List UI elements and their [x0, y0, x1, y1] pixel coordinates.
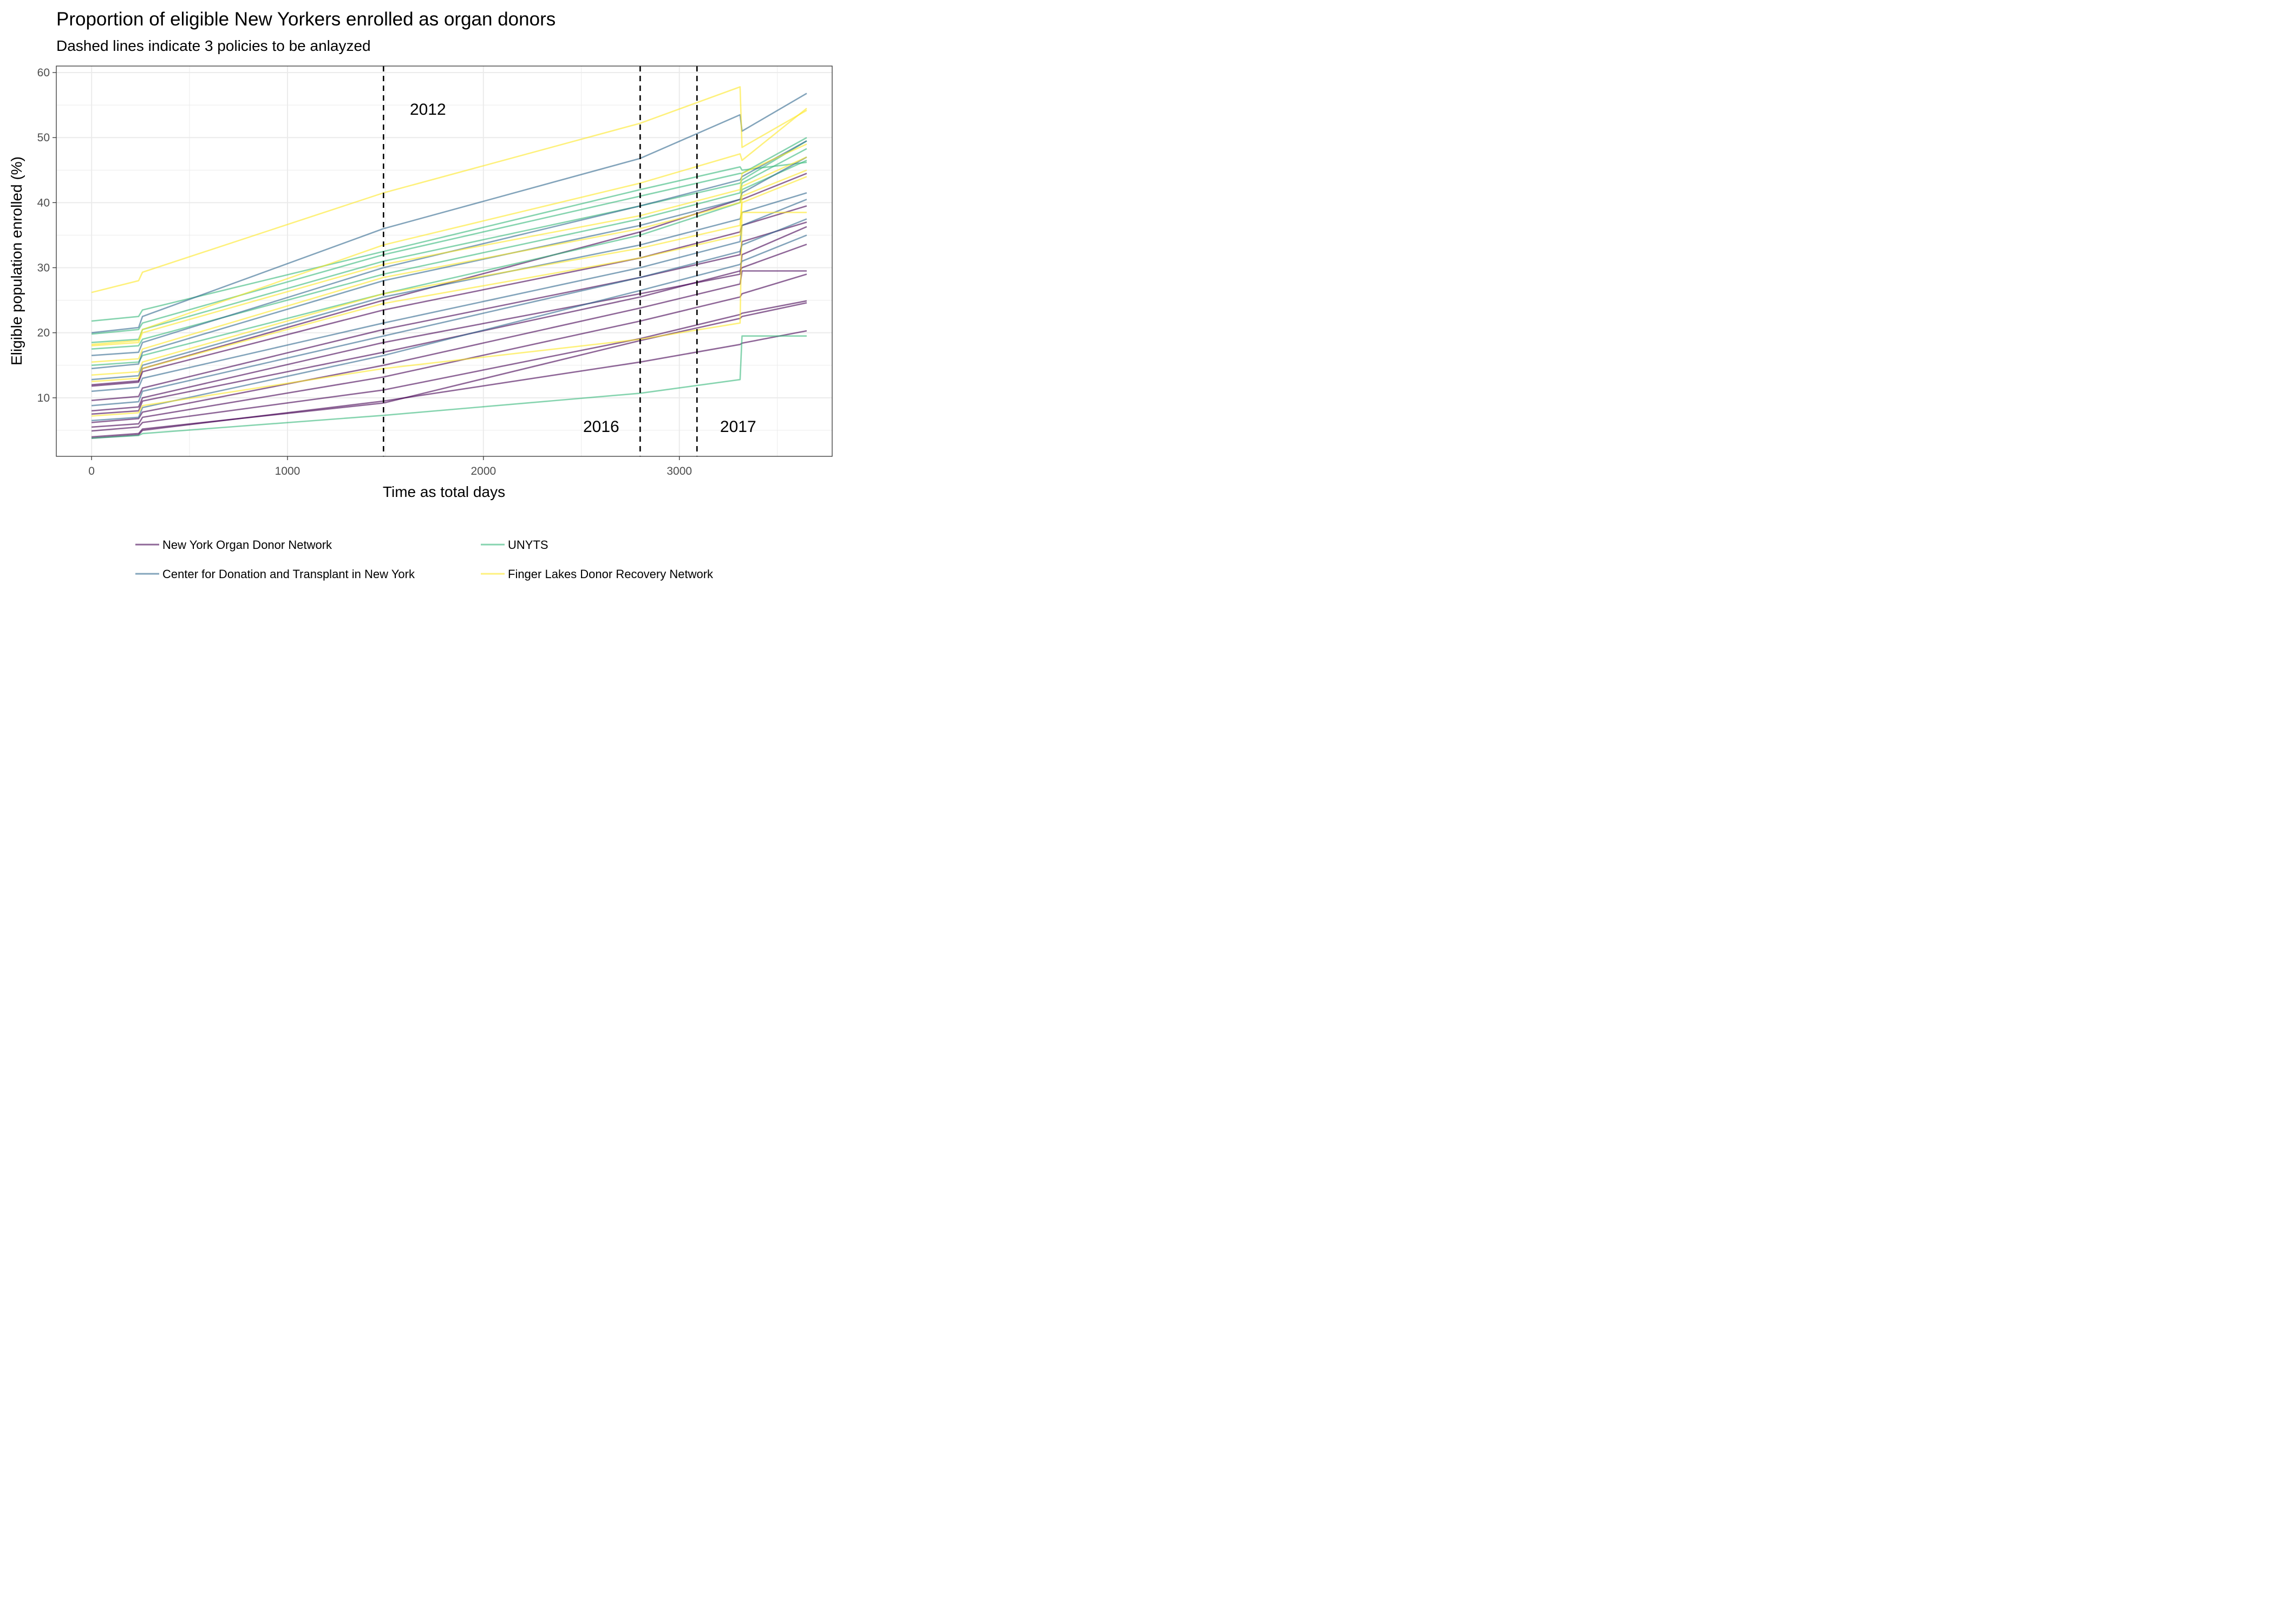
y-tick-label: 30	[37, 262, 50, 274]
chart-title: Proportion of eligible New Yorkers enrol…	[56, 9, 556, 30]
policy-lines: 2012 2016 2017	[383, 66, 756, 456]
series-line	[91, 108, 807, 345]
legend-item: New York Organ Donor Network	[135, 538, 332, 552]
legend-item: Center for Donation and Transplant in Ne…	[135, 567, 415, 581]
y-tick-label: 50	[37, 132, 50, 144]
legend-label: New York Organ Donor Network	[162, 538, 332, 552]
series-line	[91, 86, 807, 293]
legend-label: Center for Donation and Transplant in Ne…	[162, 567, 415, 581]
x-tick-label: 2000	[471, 465, 496, 477]
legend-label: Finger Lakes Donor Recovery Network	[508, 567, 714, 581]
series-line	[92, 148, 807, 350]
x-axis-title: Time as total days	[383, 483, 505, 500]
series-line	[92, 273, 807, 428]
series-line	[91, 161, 807, 322]
series-line	[91, 300, 807, 432]
legend-item: UNYTS	[481, 538, 548, 552]
y-tick-label: 40	[37, 197, 50, 209]
legend-item: Finger Lakes Donor Recovery Network	[481, 567, 714, 581]
x-tick-label: 3000	[666, 465, 692, 477]
chart-subtitle: Dashed lines indicate 3 policies to be a…	[56, 37, 371, 54]
series-line	[92, 156, 807, 363]
plot-border	[56, 66, 833, 457]
y-tick-label: 20	[37, 327, 50, 339]
y-tick-label: 60	[37, 67, 50, 79]
series-line	[92, 212, 807, 417]
legend-label: UNYTS	[508, 538, 548, 552]
y-tick-label: 10	[37, 392, 50, 404]
chart: Proportion of eligible New Yorkers enrol…	[8, 9, 833, 581]
x-tick-label: 1000	[275, 465, 300, 477]
series-line	[92, 169, 807, 376]
policy-label: 2017	[720, 418, 756, 436]
series-layer	[91, 86, 807, 439]
policy-label: 2012	[410, 101, 446, 119]
axes: 0 1000 2000 3000 10 20 30 40 50 60	[37, 67, 692, 477]
series-line	[92, 302, 807, 438]
x-tick-label: 0	[88, 465, 95, 477]
legend: New York Organ Donor Network UNYTS Center …	[135, 538, 714, 581]
series-line	[92, 143, 807, 346]
y-axis-title: Eligible population enrolled (%)	[8, 156, 25, 365]
series-line	[92, 335, 807, 439]
policy-label: 2016	[583, 418, 619, 436]
